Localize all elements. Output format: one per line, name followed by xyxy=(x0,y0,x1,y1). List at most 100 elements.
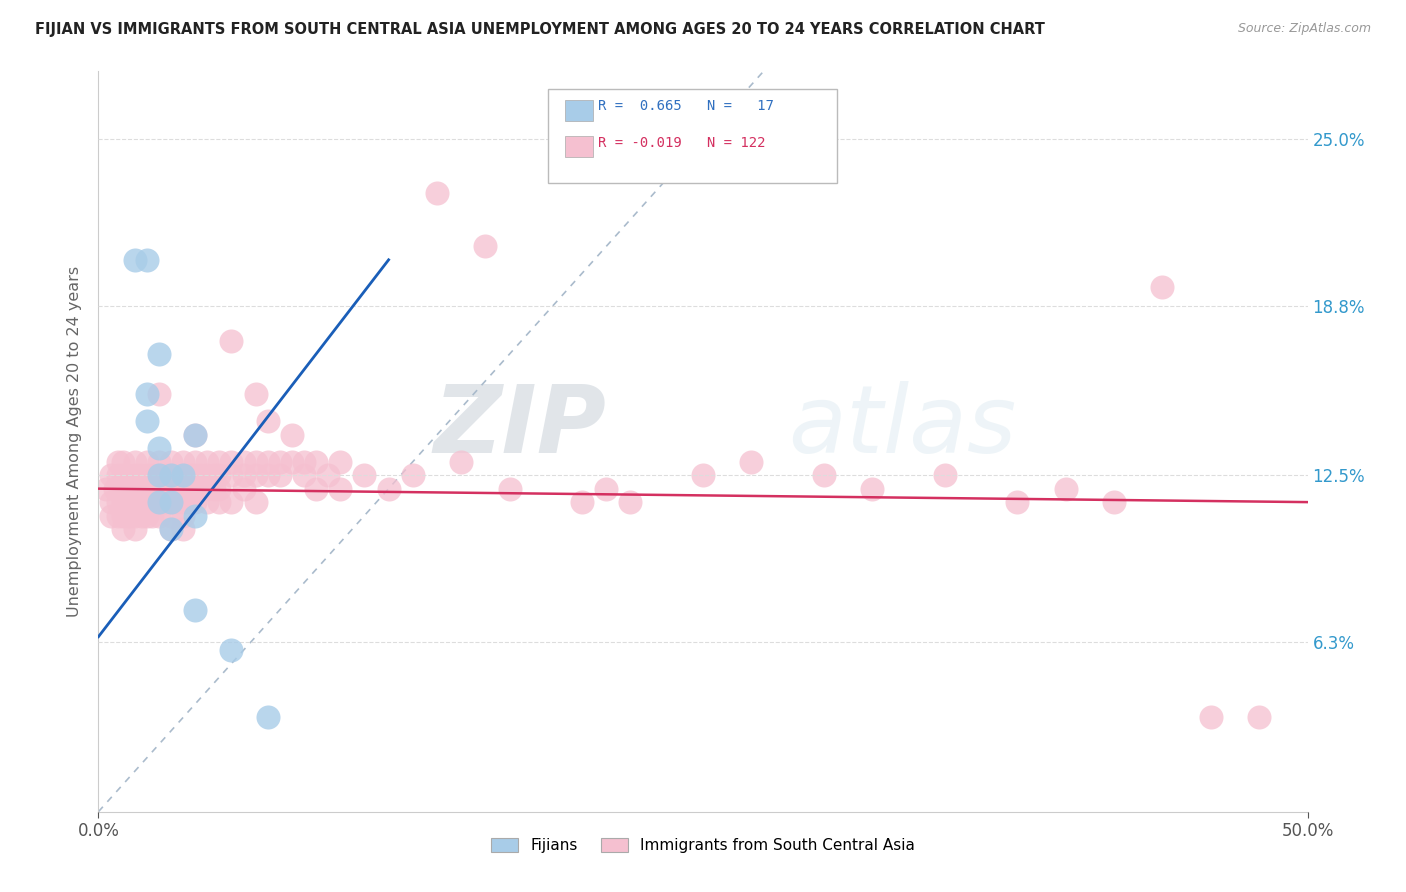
Point xyxy=(111,468,134,483)
Text: R =  0.665   N =   17: R = 0.665 N = 17 xyxy=(598,99,773,113)
Point xyxy=(148,495,170,509)
Point xyxy=(124,495,146,509)
Point xyxy=(165,482,187,496)
Point xyxy=(1054,482,1077,496)
Point xyxy=(292,455,315,469)
Point xyxy=(221,643,243,657)
Point xyxy=(221,455,243,469)
Point xyxy=(148,387,170,401)
Point xyxy=(117,468,139,483)
Legend: Fijians, Immigrants from South Central Asia: Fijians, Immigrants from South Central A… xyxy=(485,832,921,860)
Point xyxy=(117,482,139,496)
Point xyxy=(184,495,207,509)
Point xyxy=(740,455,762,469)
Point xyxy=(131,495,153,509)
Point xyxy=(179,482,201,496)
Point xyxy=(111,522,134,536)
Point xyxy=(245,468,267,483)
Point xyxy=(813,468,835,483)
Point xyxy=(1199,710,1222,724)
Point xyxy=(221,334,243,348)
Point xyxy=(160,495,183,509)
Text: atlas: atlas xyxy=(787,381,1017,472)
Point xyxy=(329,455,352,469)
Point xyxy=(148,455,170,469)
Point xyxy=(117,495,139,509)
Point xyxy=(232,455,254,469)
Point xyxy=(172,522,194,536)
Point xyxy=(124,508,146,523)
Point xyxy=(128,468,150,483)
Point xyxy=(135,468,157,483)
Point xyxy=(221,495,243,509)
Point xyxy=(232,468,254,483)
Point xyxy=(498,482,520,496)
Text: ZIP: ZIP xyxy=(433,381,606,473)
Point xyxy=(131,508,153,523)
Point xyxy=(141,508,163,523)
Y-axis label: Unemployment Among Ages 20 to 24 years: Unemployment Among Ages 20 to 24 years xyxy=(66,266,82,617)
Point xyxy=(402,468,425,483)
Point xyxy=(160,455,183,469)
Point xyxy=(1102,495,1125,509)
Point xyxy=(124,522,146,536)
Point xyxy=(111,455,134,469)
Point xyxy=(148,482,170,496)
Point xyxy=(141,495,163,509)
Point xyxy=(245,455,267,469)
Point xyxy=(124,252,146,267)
Point xyxy=(179,495,201,509)
Point xyxy=(148,495,170,509)
Point xyxy=(148,442,170,456)
Point xyxy=(245,387,267,401)
Point xyxy=(208,495,231,509)
Point xyxy=(107,495,129,509)
Point xyxy=(292,468,315,483)
Point xyxy=(692,468,714,483)
Point xyxy=(208,468,231,483)
Point xyxy=(204,482,226,496)
Point xyxy=(204,468,226,483)
Point xyxy=(860,482,883,496)
Point xyxy=(305,482,328,496)
Point xyxy=(172,455,194,469)
Point xyxy=(221,468,243,483)
Point xyxy=(595,482,617,496)
Point xyxy=(94,482,117,496)
Point xyxy=(571,495,593,509)
Point xyxy=(128,495,150,509)
Point xyxy=(118,482,141,496)
Point xyxy=(184,468,207,483)
Point xyxy=(1007,495,1029,509)
Point xyxy=(141,468,163,483)
Point xyxy=(160,495,183,509)
Point xyxy=(172,468,194,483)
Point xyxy=(104,482,127,496)
Point xyxy=(135,508,157,523)
Point xyxy=(172,468,194,483)
Point xyxy=(160,482,183,496)
Point xyxy=(179,468,201,483)
Point xyxy=(152,495,174,509)
Point xyxy=(195,455,218,469)
Point xyxy=(107,508,129,523)
Text: FIJIAN VS IMMIGRANTS FROM SOUTH CENTRAL ASIA UNEMPLOYMENT AMONG AGES 20 TO 24 YE: FIJIAN VS IMMIGRANTS FROM SOUTH CENTRAL … xyxy=(35,22,1045,37)
Point xyxy=(232,482,254,496)
Point xyxy=(100,508,122,523)
Point xyxy=(188,468,211,483)
Point xyxy=(160,468,183,483)
Point xyxy=(111,482,134,496)
Point xyxy=(184,603,207,617)
Point xyxy=(184,508,207,523)
Point xyxy=(208,482,231,496)
Point xyxy=(135,387,157,401)
Point xyxy=(1249,710,1271,724)
Point xyxy=(124,468,146,483)
Point xyxy=(329,482,352,496)
Point xyxy=(148,468,170,483)
Point xyxy=(195,482,218,496)
Point xyxy=(474,239,496,253)
Point xyxy=(118,495,141,509)
Point xyxy=(107,468,129,483)
Point xyxy=(316,468,339,483)
